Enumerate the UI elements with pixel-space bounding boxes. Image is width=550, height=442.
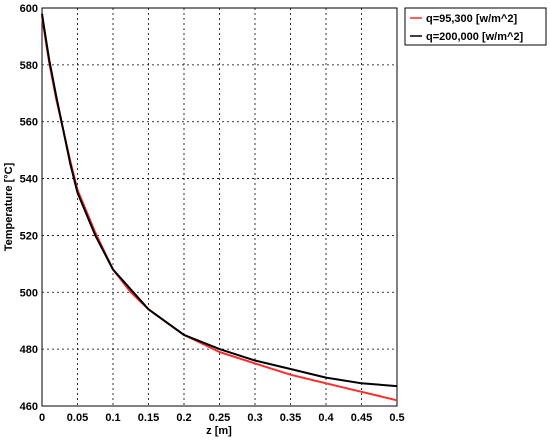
- series-line-2: [41, 13, 398, 388]
- x-axis-label: z [m]: [206, 425, 232, 437]
- y-tick-label: 520: [20, 230, 38, 242]
- y-axis-ticks: 460 480 500 520 540 560 580 600: [20, 3, 38, 413]
- x-tick-label: 0.5: [389, 412, 404, 424]
- x-tick-label: 0: [39, 412, 45, 424]
- x-tick-label: 0.25: [209, 412, 230, 424]
- legend-label-series-2: q=200,000 [w/m^2]: [426, 31, 524, 43]
- series-lines: [41, 13, 398, 402]
- legend-box: [404, 7, 547, 46]
- x-tick-label: 0.2: [176, 412, 191, 424]
- y-tick-label: 600: [20, 3, 38, 15]
- grid: [42, 8, 397, 406]
- y-tick-label: 460: [20, 401, 38, 413]
- y-tick-label: 540: [20, 174, 38, 186]
- x-tick-label: 0.05: [67, 412, 88, 424]
- x-tick-label: 0.4: [318, 412, 334, 424]
- y-tick-label: 500: [20, 287, 38, 299]
- legend: q=95,300 [w/m^2] q=200,000 [w/m^2]: [404, 7, 547, 46]
- y-tick-label: 560: [20, 117, 38, 129]
- x-tick-label: 0.3: [247, 412, 262, 424]
- plot-area: [41, 7, 398, 407]
- y-tick-label: 580: [20, 60, 38, 72]
- x-tick-label: 0.15: [138, 412, 159, 424]
- x-tick-label: 0.45: [351, 412, 372, 424]
- x-tick-label: 0.1: [105, 412, 120, 424]
- y-tick-label: 480: [20, 344, 38, 356]
- y-axis-label: Temperature [°C]: [3, 162, 15, 251]
- x-axis-ticks: 0 0.05 0.1 0.15 0.2 0.25 0.3 0.35 0.4 0.45 0.5: [39, 412, 405, 424]
- legend-label-series-1: q=95,300 [w/m^2]: [426, 13, 517, 25]
- x-tick-label: 0.35: [280, 412, 301, 424]
